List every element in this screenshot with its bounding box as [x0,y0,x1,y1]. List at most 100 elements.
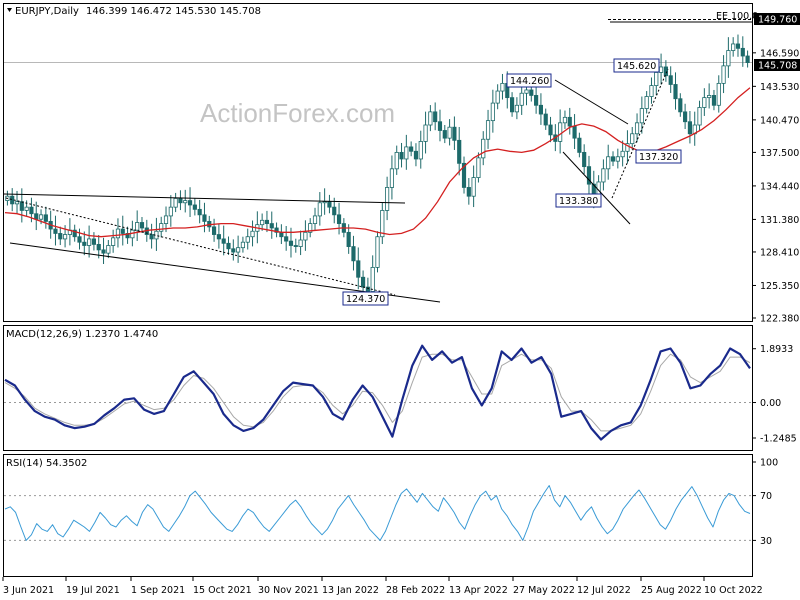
candle [447,119,452,146]
candle [183,189,188,213]
candle [380,202,385,245]
price-tags: 149.760 145.708 [754,13,800,72]
price-tick-label: 125.350 [760,281,799,292]
macd-tick-label: -1.2485 [760,434,797,445]
ohlc-readout: 146.399 146.472 145.530 145.708 [86,6,261,17]
price-axis: 122.380 125.350 128.410 131.380 134.440 137.5… [752,48,799,325]
candle [500,73,505,100]
wedge-lower-line [562,151,631,225]
candle [351,235,356,271]
rsi-layer [4,485,752,541]
annotation-137-320: 137.320 [639,152,678,163]
candle [721,55,726,94]
candle [577,132,582,158]
candle [726,37,731,78]
date-tick-label: 25 Aug 2022 [641,585,702,596]
candle [639,96,644,134]
candle [409,141,414,157]
rsi-tick-label: 100 [760,458,778,469]
candle [231,239,236,261]
annotation-133-380: 133.380 [559,196,598,207]
candle [457,126,462,176]
chart-header: EURJPY,Daily 146.399 146.472 145.530 145… [7,6,261,17]
candle [490,89,495,133]
date-tick-label: 19 Jul 2021 [66,585,120,596]
symbol-label: EURJPY,Daily [15,6,79,17]
candle [389,155,395,200]
candle [77,228,82,250]
candle [649,77,654,104]
price-tick-label: 128.410 [760,247,799,258]
candle [620,140,625,167]
annotation-144-260: 144.260 [510,76,549,87]
candle [418,130,423,169]
candle [168,195,173,227]
candle [466,178,471,205]
annotation-145-620: 145.620 [617,61,656,72]
candle [202,202,207,233]
date-tick-label: 12 Jul 2022 [577,585,631,596]
price-tick-label: 143.530 [760,82,799,93]
candle [240,236,246,253]
candle [481,131,486,166]
candle [461,156,467,194]
date-tick-label: 27 May 2022 [513,585,575,596]
date-tick-label: 13 Apr 2022 [449,585,508,596]
candle [135,210,140,241]
candle [404,134,409,170]
candle [312,207,318,231]
candle [586,155,592,194]
macd-title: MACD(12,26,9) 1.2370 1.4740 [6,329,158,340]
macd-signal-line [4,353,751,432]
candle [53,215,58,246]
candle [192,198,197,216]
candle [399,142,404,168]
candle [284,225,289,251]
candle [471,165,476,208]
candle [634,113,640,143]
candle [538,93,544,125]
price-tick-label: 146.590 [760,48,799,59]
candle [187,187,193,217]
candle [697,100,702,132]
date-tick-label: 15 Oct 2021 [193,585,252,596]
candle [543,108,548,130]
candle [293,238,298,253]
candle [197,199,202,224]
candle [519,82,524,115]
date-tick-label: 30 Nov 2021 [258,585,319,596]
candle [43,206,48,229]
macd-main-line [4,344,751,441]
level-tag-149-760: 149.760 [758,15,797,26]
candle [163,206,169,233]
candle [678,93,683,117]
candle [149,223,154,249]
candle [303,220,308,251]
candle [452,116,457,151]
macd-axis: 1.8933 0.00 -1.2485 [752,344,797,445]
macd-panel [3,325,753,451]
candle [260,213,265,231]
candle [274,222,279,238]
price-tick-label: 131.380 [760,215,799,226]
candle [610,151,616,167]
candle [356,247,361,290]
collapse-arrow-icon[interactable] [7,8,12,12]
candle [476,152,481,183]
candle [96,234,101,259]
date-tick-label: 1 Sep 2021 [131,585,185,596]
target-level-label: EE 100.0 [716,11,758,22]
current-price-tag: 145.708 [758,61,797,72]
candle [509,92,515,117]
rsi-tick-label: 30 [760,536,772,547]
candle [115,218,121,248]
candle [625,130,630,164]
candle [317,192,322,226]
rising-dotted-line [611,68,669,199]
candle [58,226,63,246]
candle [437,109,443,142]
candle [264,210,270,233]
macd-tick-label: 1.8933 [760,344,793,355]
watermark: ActionForex.com [200,98,395,128]
